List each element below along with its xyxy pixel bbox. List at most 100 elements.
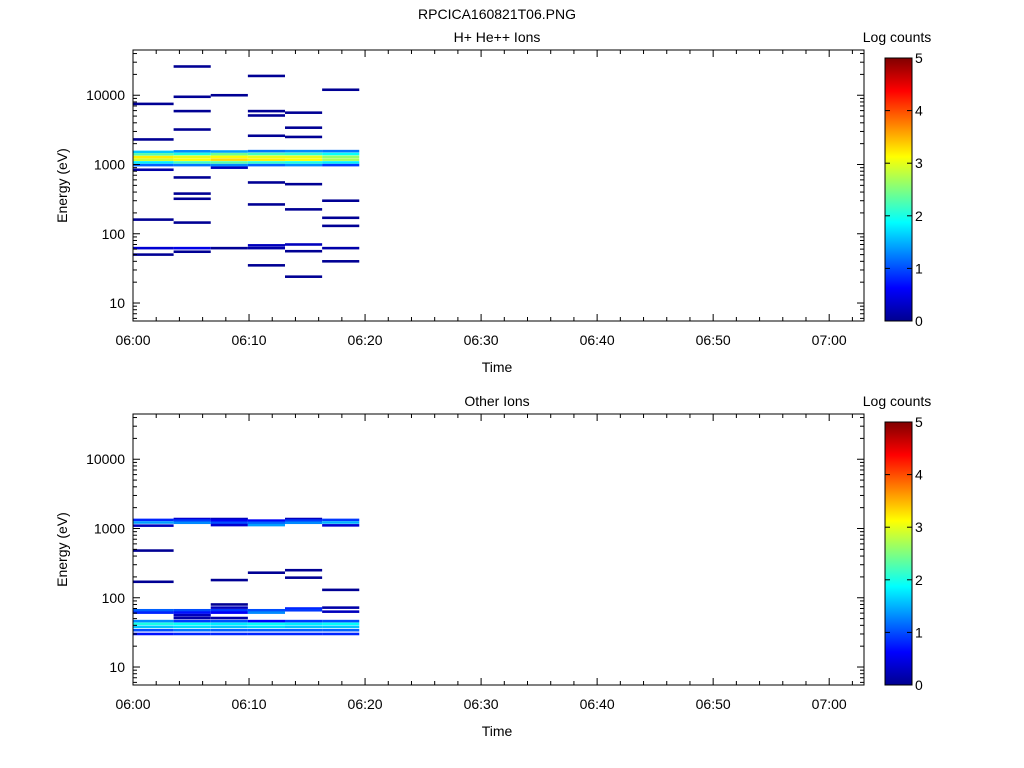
x-tick-label: 06:30	[464, 332, 499, 348]
heatmap-cell	[322, 521, 360, 524]
y-tick-label: 1000	[94, 520, 125, 536]
heatmap-cell	[322, 158, 360, 161]
panel-title: H+ He++ Ions	[454, 29, 541, 45]
heatmap-cell	[247, 622, 286, 626]
heatmap-cell	[247, 246, 286, 250]
heatmap-cell	[173, 161, 211, 164]
heatmap-cell	[285, 517, 323, 521]
heatmap-cell	[210, 152, 248, 156]
heatmap-cell	[247, 152, 286, 156]
y-axis-label: Energy (eV)	[54, 148, 70, 223]
heatmap-cell	[285, 135, 323, 139]
colorbar-tick-label: 5	[915, 50, 923, 66]
heatmap-cell	[173, 152, 211, 156]
heatmap-cell	[133, 138, 174, 141]
heatmap-cell	[210, 163, 248, 167]
heatmap-cell	[133, 625, 174, 629]
heatmap-cell	[210, 611, 248, 614]
heatmap-cell	[133, 628, 174, 632]
heatmap-cell	[285, 163, 323, 167]
heatmap-cell	[285, 568, 323, 572]
heatmap-cell	[322, 610, 360, 613]
heatmap-cell	[173, 65, 211, 68]
heatmap-cell	[133, 253, 174, 256]
heatmap-cell	[173, 608, 211, 612]
heatmap-cell	[285, 608, 323, 612]
heatmap-cell	[247, 114, 286, 117]
colorbar-tick-label: 4	[915, 467, 923, 483]
heatmap-cell	[285, 243, 323, 246]
x-tick-label: 07:00	[812, 332, 847, 348]
heatmap-cell	[210, 606, 248, 609]
heatmap-cell	[322, 606, 360, 609]
heatmap-cell	[285, 249, 323, 253]
x-tick-label: 06:10	[232, 332, 267, 348]
heatmap-cell	[247, 134, 286, 138]
heatmap-cell	[210, 632, 248, 636]
heatmap-cell	[285, 521, 323, 525]
y-tick-label: 1000	[94, 156, 125, 172]
x-tick-label: 07:00	[812, 696, 847, 712]
heatmap-cell	[322, 246, 360, 250]
heatmap-cell	[210, 150, 248, 153]
heatmap-cell	[173, 221, 211, 224]
figure-title: RPCICA160821T06.PNG	[418, 6, 576, 22]
heatmap-cell	[210, 608, 248, 612]
heatmap-cell	[247, 628, 286, 632]
heatmap-cell	[210, 517, 248, 521]
heatmap-cell	[210, 161, 248, 164]
heatmap-cell	[173, 613, 211, 617]
heatmap-cell	[322, 632, 360, 636]
heatmap-cell	[133, 622, 174, 626]
heatmap-cell	[247, 571, 286, 574]
heatmap-cell	[322, 524, 360, 527]
heatmap-cell	[247, 161, 286, 164]
heatmap-cell	[322, 224, 360, 228]
heatmap-cell	[285, 111, 323, 114]
heatmap-cell	[173, 619, 211, 623]
heatmap-cell	[210, 166, 248, 169]
colorbar-label: Log counts	[863, 393, 932, 409]
colorbar-tick-label: 0	[915, 677, 923, 693]
heatmap-cell	[247, 625, 286, 629]
heatmap-cell	[173, 250, 211, 254]
chart-panel-2: 06:00 06:10 06:20 06:30 06:40 06:50 07:0010100…	[54, 393, 931, 739]
x-tick-label: 06:50	[696, 332, 731, 348]
heatmap-cell	[247, 619, 286, 623]
heatmap-cell	[247, 632, 286, 636]
heatmap-cell	[210, 616, 248, 620]
heatmap-cell	[133, 549, 174, 552]
heatmap-cell	[247, 158, 286, 161]
heatmap-cell	[133, 611, 174, 614]
heatmap-cell	[247, 264, 286, 267]
heatmap-cell	[285, 275, 323, 278]
colorbar-tick-label: 3	[915, 519, 923, 535]
colorbar	[884, 57, 913, 322]
panel-title: Other Ions	[464, 393, 529, 409]
heatmap-cell	[173, 109, 211, 113]
heatmap-cell	[173, 192, 211, 195]
heatmap-cell	[247, 155, 286, 159]
y-tick-label: 10000	[86, 87, 125, 103]
x-tick-label: 06:40	[580, 332, 615, 348]
x-axis-label: Time	[482, 359, 513, 375]
heatmap-cell	[322, 619, 360, 623]
y-tick-label: 10000	[86, 451, 125, 467]
x-tick-label: 06:20	[348, 696, 383, 712]
x-tick-label: 06:20	[348, 332, 383, 348]
heatmap-cell	[247, 521, 286, 525]
heatmap-cell	[173, 246, 211, 250]
heatmap-cell	[133, 155, 174, 159]
heatmap-cell	[247, 163, 286, 167]
heatmap-cell	[173, 176, 211, 179]
heatmap-cell	[210, 628, 248, 632]
heatmap-cell	[133, 218, 174, 221]
heatmap-cell	[210, 93, 248, 97]
heatmap-cell	[173, 625, 211, 629]
heatmap-cell	[247, 149, 286, 153]
heatmap-cell	[173, 155, 211, 159]
heatmap-cell	[322, 518, 360, 522]
heatmap-cell	[133, 246, 174, 250]
plot-frame	[132, 49, 865, 322]
heatmap-cell	[247, 523, 286, 527]
